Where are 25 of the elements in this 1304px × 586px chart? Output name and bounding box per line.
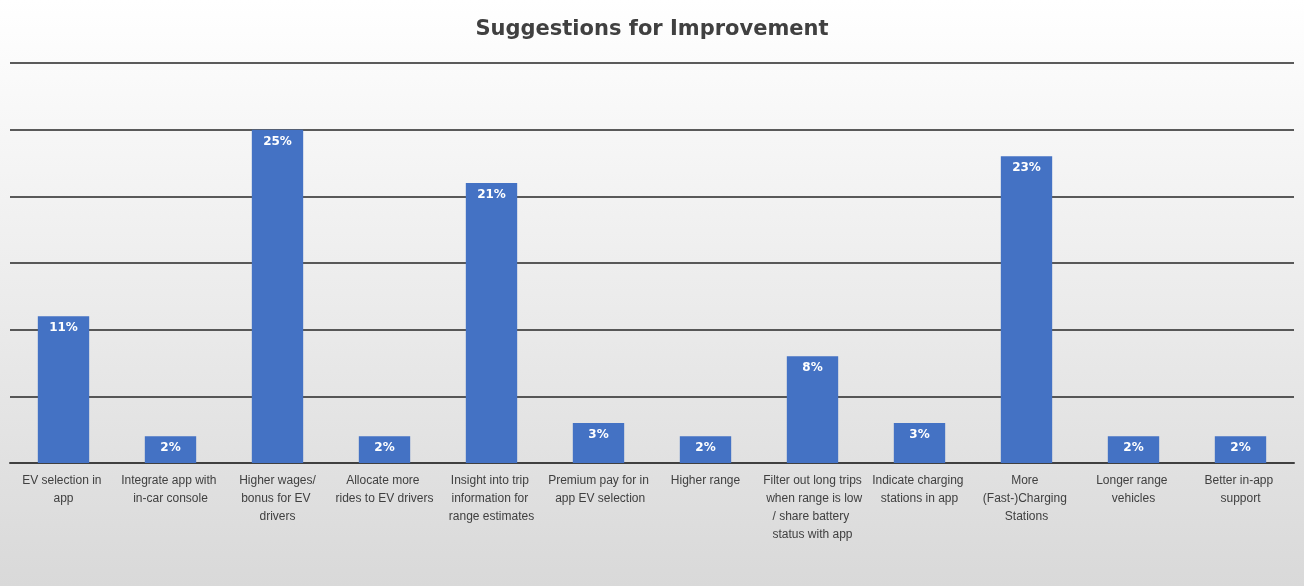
- data-label: 21%: [477, 187, 506, 201]
- x-tick-label: Longer range vehicles: [1096, 473, 1171, 505]
- x-tick-label: Insight into trip information for range estimates: [448, 473, 535, 523]
- x-tick-label: Higher range: [670, 473, 741, 487]
- x-tick-label: Filter out long trips when range is low/ share battery status with app: [762, 473, 863, 541]
- data-label: 25%: [263, 133, 292, 148]
- data-label: 3%: [588, 427, 609, 441]
- x-tick-label: Better in-app support: [1204, 473, 1277, 505]
- data-label: 11%: [49, 320, 78, 335]
- x-tick-label: More (Fast-)Charging Stations: [982, 473, 1071, 523]
- data-label: 23%: [1012, 160, 1041, 175]
- x-tick-label: EV selection in app: [22, 473, 105, 505]
- data-label: 2%: [160, 440, 181, 455]
- x-tick-label: Integrate app with in-car console: [121, 473, 220, 505]
- data-label: 2%: [695, 440, 716, 455]
- chart-title: Suggestions for Improvement: [475, 15, 829, 40]
- data-label: 3%: [909, 427, 930, 441]
- x-tick-label: Premium pay for in app EV selection: [548, 473, 649, 505]
- x-tick-label: Indicate charging stations in app: [872, 473, 967, 505]
- data-label: 2%: [1123, 440, 1144, 455]
- x-tick-label: Allocate more rides to EV drivers: [335, 473, 434, 505]
- data-label: 2%: [374, 440, 395, 455]
- data-label: 2%: [1230, 440, 1251, 455]
- data-label: 8%: [802, 360, 823, 375]
- x-tick-label: Higher wages/bonus for EV drivers: [239, 473, 317, 523]
